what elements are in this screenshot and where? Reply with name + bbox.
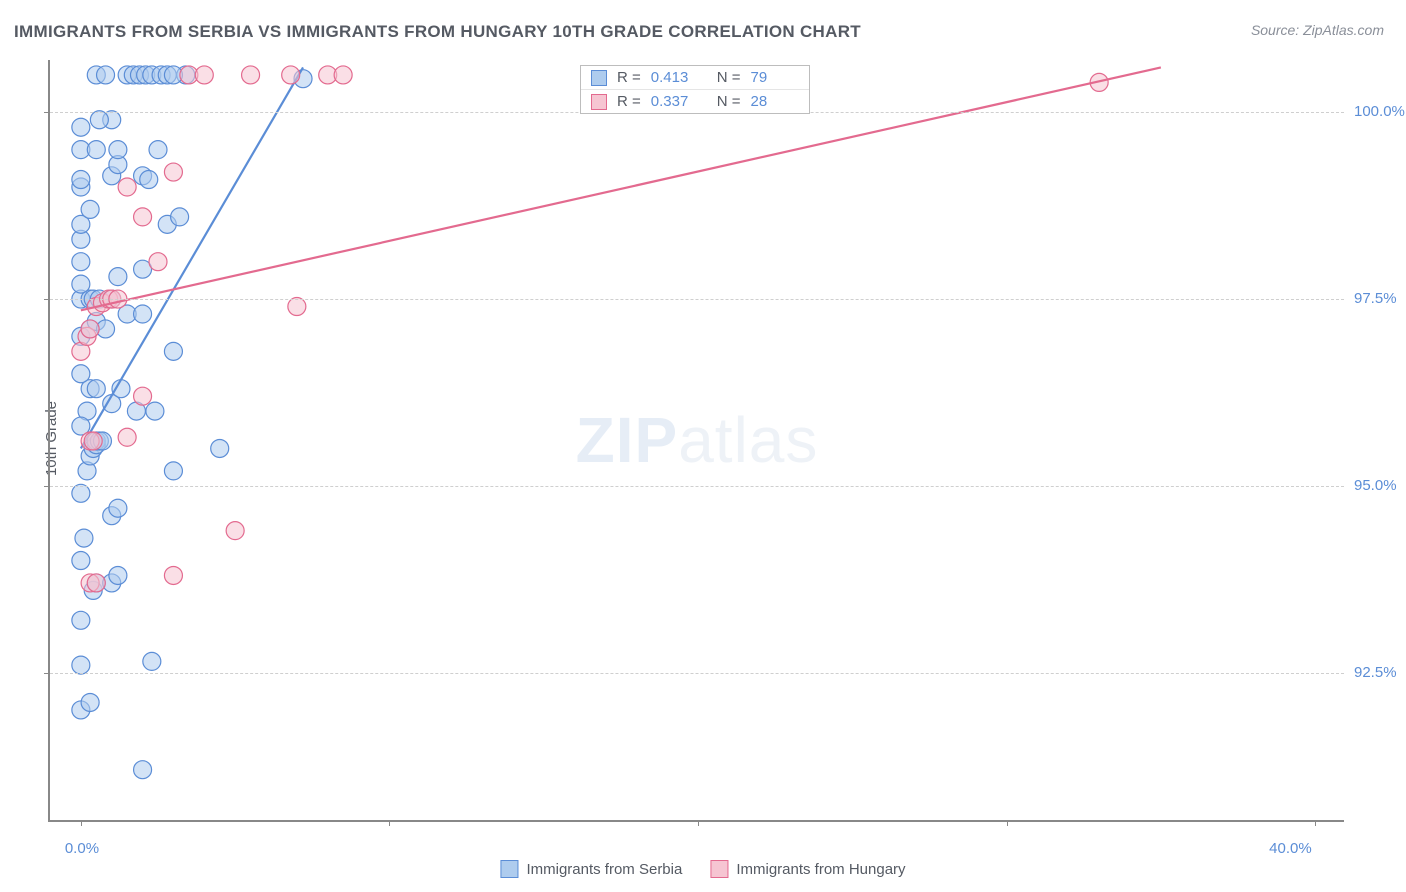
stats-row: R = 0.337 N = 28 — [581, 90, 809, 113]
y-tick — [44, 299, 50, 300]
x-tick — [698, 820, 699, 826]
scatter-point-hungary — [84, 432, 102, 450]
scatter-point-hungary — [242, 66, 260, 84]
y-tick — [44, 486, 50, 487]
scatter-point-serbia — [90, 111, 108, 129]
scatter-point-serbia — [134, 305, 152, 323]
y-tick-label: 97.5% — [1354, 290, 1397, 307]
stats-row: R = 0.413 N = 79 — [581, 66, 809, 90]
legend-swatch — [591, 70, 607, 86]
legend-swatch — [500, 860, 518, 878]
legend-label: Immigrants from Serbia — [526, 861, 682, 878]
scatter-point-hungary — [282, 66, 300, 84]
scatter-point-serbia — [72, 171, 90, 189]
legend-swatch — [591, 94, 607, 110]
scatter-point-serbia — [146, 402, 164, 420]
stats-n-label: N = — [717, 93, 741, 110]
scatter-point-serbia — [72, 611, 90, 629]
scatter-point-hungary — [164, 566, 182, 584]
chart-title: IMMIGRANTS FROM SERBIA VS IMMIGRANTS FRO… — [14, 22, 861, 42]
scatter-point-hungary — [195, 66, 213, 84]
scatter-point-serbia — [81, 693, 99, 711]
y-tick-label: 95.0% — [1354, 477, 1397, 494]
x-tick-label: 40.0% — [1269, 840, 1312, 857]
scatter-point-serbia — [211, 439, 229, 457]
x-tick — [1315, 820, 1316, 826]
scatter-point-hungary — [87, 574, 105, 592]
scatter-point-serbia — [72, 656, 90, 674]
scatter-point-serbia — [109, 141, 127, 159]
scatter-point-serbia — [72, 365, 90, 383]
stats-box: R = 0.413 N = 79 R = 0.337 N = 28 — [580, 65, 810, 114]
scatter-point-serbia — [72, 552, 90, 570]
source-attribution: Source: ZipAtlas.com — [1251, 22, 1384, 38]
x-tick — [1007, 820, 1008, 826]
gridline-horizontal — [50, 673, 1344, 674]
scatter-point-hungary — [134, 208, 152, 226]
scatter-point-serbia — [149, 141, 167, 159]
x-tick-label: 0.0% — [65, 840, 99, 857]
legend-item: Immigrants from Hungary — [710, 860, 905, 878]
stats-n-value: 79 — [751, 69, 799, 86]
stats-r-value: 0.337 — [651, 93, 699, 110]
y-tick-label: 100.0% — [1354, 103, 1405, 120]
scatter-point-hungary — [164, 163, 182, 181]
plot-svg — [50, 60, 1344, 820]
scatter-point-hungary — [334, 66, 352, 84]
stats-n-label: N = — [717, 69, 741, 86]
scatter-point-serbia — [81, 200, 99, 218]
scatter-point-serbia — [109, 566, 127, 584]
legend-item: Immigrants from Serbia — [500, 860, 682, 878]
scatter-point-serbia — [72, 484, 90, 502]
scatter-point-hungary — [81, 320, 99, 338]
scatter-point-serbia — [109, 499, 127, 517]
scatter-point-serbia — [143, 652, 161, 670]
legend-bottom: Immigrants from Serbia Immigrants from Hu… — [500, 860, 905, 878]
scatter-point-hungary — [288, 298, 306, 316]
scatter-point-hungary — [226, 522, 244, 540]
plot-area: ZIPatlas R =0.413N =79R =0.337N =28 — [48, 60, 1344, 822]
scatter-point-serbia — [75, 529, 93, 547]
legend-swatch — [710, 860, 728, 878]
x-tick — [81, 820, 82, 826]
scatter-point-hungary — [149, 253, 167, 271]
scatter-point-serbia — [72, 275, 90, 293]
scatter-point-serbia — [164, 342, 182, 360]
y-tick — [44, 112, 50, 113]
scatter-point-serbia — [109, 268, 127, 286]
scatter-point-serbia — [97, 66, 115, 84]
legend-label: Immigrants from Hungary — [736, 861, 905, 878]
stats-r-label: R = — [617, 93, 641, 110]
stats-r-label: R = — [617, 69, 641, 86]
scatter-point-serbia — [87, 141, 105, 159]
x-tick — [389, 820, 390, 826]
gridline-horizontal — [50, 486, 1344, 487]
scatter-point-serbia — [72, 118, 90, 136]
scatter-point-hungary — [118, 428, 136, 446]
stats-n-value: 28 — [751, 93, 799, 110]
scatter-point-serbia — [72, 253, 90, 271]
gridline-horizontal — [50, 299, 1344, 300]
scatter-point-serbia — [134, 761, 152, 779]
scatter-point-serbia — [171, 208, 189, 226]
scatter-point-serbia — [87, 380, 105, 398]
stats-r-value: 0.413 — [651, 69, 699, 86]
y-tick-label: 92.5% — [1354, 664, 1397, 681]
scatter-point-hungary — [118, 178, 136, 196]
y-tick — [44, 673, 50, 674]
scatter-point-hungary — [134, 387, 152, 405]
scatter-point-serbia — [164, 462, 182, 480]
scatter-point-serbia — [140, 171, 158, 189]
